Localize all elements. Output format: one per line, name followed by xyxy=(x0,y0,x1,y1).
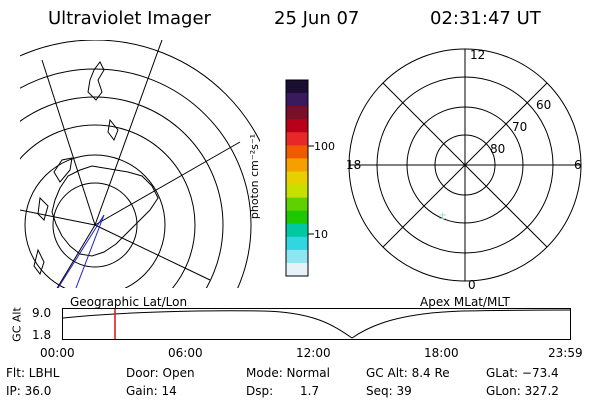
mlat-mlt-grid: 12 18 6 0 60 70 80 ± xyxy=(346,48,582,292)
colorbar-segment xyxy=(286,80,308,94)
mlt-label-12: 12 xyxy=(470,48,485,62)
colorbar-segment xyxy=(286,236,308,251)
meridian-line xyxy=(94,141,241,226)
mlt-line-diag xyxy=(382,82,548,248)
altitude-ymax: 9.0 xyxy=(32,306,52,320)
mlat-label-70: 70 xyxy=(512,120,527,134)
meridian-line xyxy=(94,40,163,226)
mlat-label-60: 60 xyxy=(536,98,551,112)
colorbar-segment xyxy=(286,132,308,146)
altitude-curve xyxy=(62,309,571,339)
instrument-title: Ultraviolet Imager xyxy=(48,8,211,29)
geographic-caption: Geographic Lat/Lon xyxy=(70,295,188,309)
lat-circle-70 xyxy=(24,154,166,288)
xtick-2359: 23:59 xyxy=(548,346,583,360)
colorbar-segment xyxy=(286,93,308,107)
colorbar-gradient xyxy=(286,80,308,277)
colorbar-tick-10: 10 xyxy=(314,228,328,241)
colorbar-segment xyxy=(286,223,308,238)
colorbar-segment xyxy=(286,119,308,133)
lat-circle-80 xyxy=(52,182,138,268)
header-time: 02:31:47 UT xyxy=(430,8,541,29)
faint-marker: ± xyxy=(438,209,447,222)
lat-circle-40 xyxy=(20,68,252,288)
altitude-ylabel: GC Alt xyxy=(10,307,24,342)
status-gc-alt: GC Alt: 8.4 Re xyxy=(366,366,450,380)
colorbar-frame xyxy=(285,79,309,277)
status-door: Door: Open xyxy=(126,366,195,380)
status-glon: GLon: 327.2 xyxy=(486,384,559,398)
altitude-plot-frame xyxy=(62,308,571,340)
xtick-1200: 12:00 xyxy=(296,346,331,360)
colorbar-segment xyxy=(286,184,308,199)
south-america-coastline xyxy=(87,61,105,101)
meridian-line xyxy=(20,209,96,226)
status-dsp-value: 1.7 xyxy=(300,384,320,398)
peninsula-coastline xyxy=(53,157,73,183)
meridian-line xyxy=(56,224,96,288)
colorbar-segment xyxy=(286,210,308,225)
antarctica-coastline xyxy=(51,165,159,257)
altitude-ymin: 1.8 xyxy=(32,328,52,342)
status-gain: Gain: 14 xyxy=(126,384,177,398)
colorbar-segment xyxy=(286,249,308,264)
mlat-label-80: 80 xyxy=(490,142,505,156)
colorbar xyxy=(285,79,314,277)
meridian-line xyxy=(94,224,211,281)
apex-caption: Apex MLat/MLT xyxy=(420,295,510,309)
status-ip: IP: 36.0 xyxy=(6,384,52,398)
colorbar-segment xyxy=(286,106,308,120)
altitude-plot xyxy=(62,308,571,340)
status-filter: Flt: LBHL xyxy=(6,366,60,380)
status-glat: GLat: −73.4 xyxy=(486,366,559,380)
colorbar-segment xyxy=(286,262,308,277)
mlt-label-6: 6 xyxy=(574,158,582,172)
xtick-0600: 06:00 xyxy=(168,346,203,360)
mlt-label-18: 18 xyxy=(346,158,361,172)
fov-line xyxy=(75,214,105,288)
xtick-1800: 18:00 xyxy=(424,346,459,360)
colorbar-segment xyxy=(286,158,308,172)
mlt-label-0: 0 xyxy=(468,278,476,292)
fov-line xyxy=(57,214,105,288)
colorbar-unit-label: photon cm⁻²s⁻¹ xyxy=(248,133,262,220)
colorbar-tick-100: 100 xyxy=(314,140,335,153)
xtick-0000: 00:00 xyxy=(40,346,75,360)
meridian-line xyxy=(41,59,96,226)
lat-circle-50 xyxy=(20,96,224,288)
colorbar-segment xyxy=(286,171,308,186)
status-seq: Seq: 39 xyxy=(366,384,412,398)
header-date: 25 Jun 07 xyxy=(274,8,360,29)
island-coastline xyxy=(107,118,119,142)
lat-circle-60 xyxy=(20,124,196,288)
colorbar-segment xyxy=(286,197,308,212)
status-mode: Mode: Normal xyxy=(246,366,330,380)
coastline-fragment xyxy=(33,248,45,276)
coastline-fragment xyxy=(37,196,49,221)
colorbar-segment xyxy=(286,145,308,159)
status-dsp-label: Dsp: xyxy=(246,384,274,398)
geographic-polar-map xyxy=(20,40,260,288)
